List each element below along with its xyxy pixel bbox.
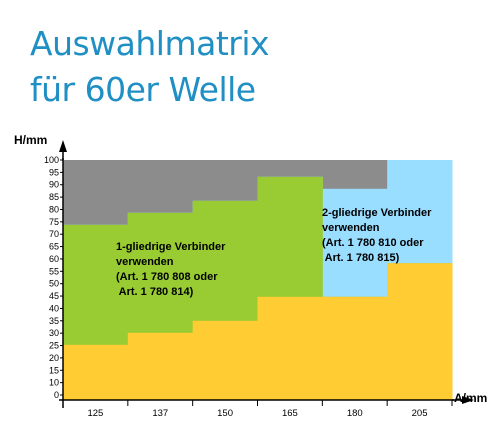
chart-title-line-1: Auswahlmatrix — [30, 24, 270, 63]
y-tick-label: 10 — [49, 378, 59, 388]
region-yellow-col-205 — [387, 263, 453, 400]
x-tick-labels: 125 137 150 165 180 205 — [62, 400, 453, 419]
y-tick-label: 20 — [49, 353, 59, 363]
y-tick-label: 55 — [49, 266, 59, 276]
region-yellow-col-125 — [63, 344, 129, 400]
y-tick-label: 40 — [49, 303, 59, 313]
y-axis-label: H/mm — [14, 133, 47, 147]
x-tick-label-180: 180 — [347, 408, 363, 419]
y-tick-label: 35 — [49, 316, 59, 326]
region-yellow-col-150 — [192, 320, 258, 400]
chart-axes — [59, 140, 474, 408]
y-tick-label: 70 — [49, 229, 59, 239]
annotation-line: verwenden — [322, 222, 380, 234]
region-yellow-col-165 — [257, 296, 323, 400]
y-tick-label: 15 — [49, 365, 59, 375]
y-tick-label: 50 — [49, 279, 59, 289]
x-tick-label-137: 137 — [152, 408, 168, 419]
y-tick-label: 75 — [49, 217, 59, 227]
annotation-line: (Art. 1 780 808 oder — [116, 271, 218, 283]
annotation-line: Art. 1 780 814) — [116, 286, 194, 298]
annotation-line: 2-gliedrige Verbinder — [322, 207, 432, 219]
chart-annotations: 1-gliedrige Verbinder verwenden (Art. 1 78… — [116, 207, 432, 298]
chart-regions — [63, 160, 453, 400]
annotation-line: Art. 1 780 815) — [322, 252, 400, 264]
region-yellow-col-137 — [127, 332, 194, 400]
annotation-line: verwenden — [116, 256, 174, 268]
y-tick-labels: 0 10 15 20 25 30 35 40 45 50 55 60 65 70 75 80 85 90 95 100 — [44, 155, 63, 400]
y-tick-label: 0 — [54, 390, 59, 400]
x-axis-arrow — [462, 396, 474, 404]
annotation-line: 1-gliedrige Verbinder — [116, 241, 226, 253]
annotation-green: 1-gliedrige Verbinder verwenden (Art. 1 78… — [116, 241, 226, 298]
x-axis-label: A/mm — [454, 391, 487, 405]
y-tick-label: 65 — [49, 242, 59, 252]
x-tick-label-125: 125 — [87, 408, 103, 419]
y-tick-label: 45 — [49, 291, 59, 301]
y-tick-label: 100 — [44, 155, 59, 165]
y-tick-label: 90 — [49, 180, 59, 190]
region-yellow-col-180 — [322, 296, 388, 400]
y-tick-label: 80 — [49, 204, 59, 214]
annotation-blue: 2-gliedrige Verbinder verwenden (Art. 1 78… — [322, 207, 432, 264]
x-tick-label-165: 165 — [282, 408, 298, 419]
y-tick-label: 30 — [49, 328, 59, 338]
x-tick-label-205: 205 — [412, 408, 428, 419]
annotation-line: (Art. 1 780 810 oder — [322, 237, 424, 249]
y-tick-label: 85 — [49, 192, 59, 202]
y-axis-arrow — [59, 140, 67, 152]
chart-title-line-2: für 60er Welle — [30, 70, 256, 109]
y-tick-label: 95 — [49, 167, 59, 177]
y-tick-label: 25 — [49, 341, 59, 351]
x-tick-label-150: 150 — [217, 408, 233, 419]
y-tick-label: 60 — [49, 254, 59, 264]
